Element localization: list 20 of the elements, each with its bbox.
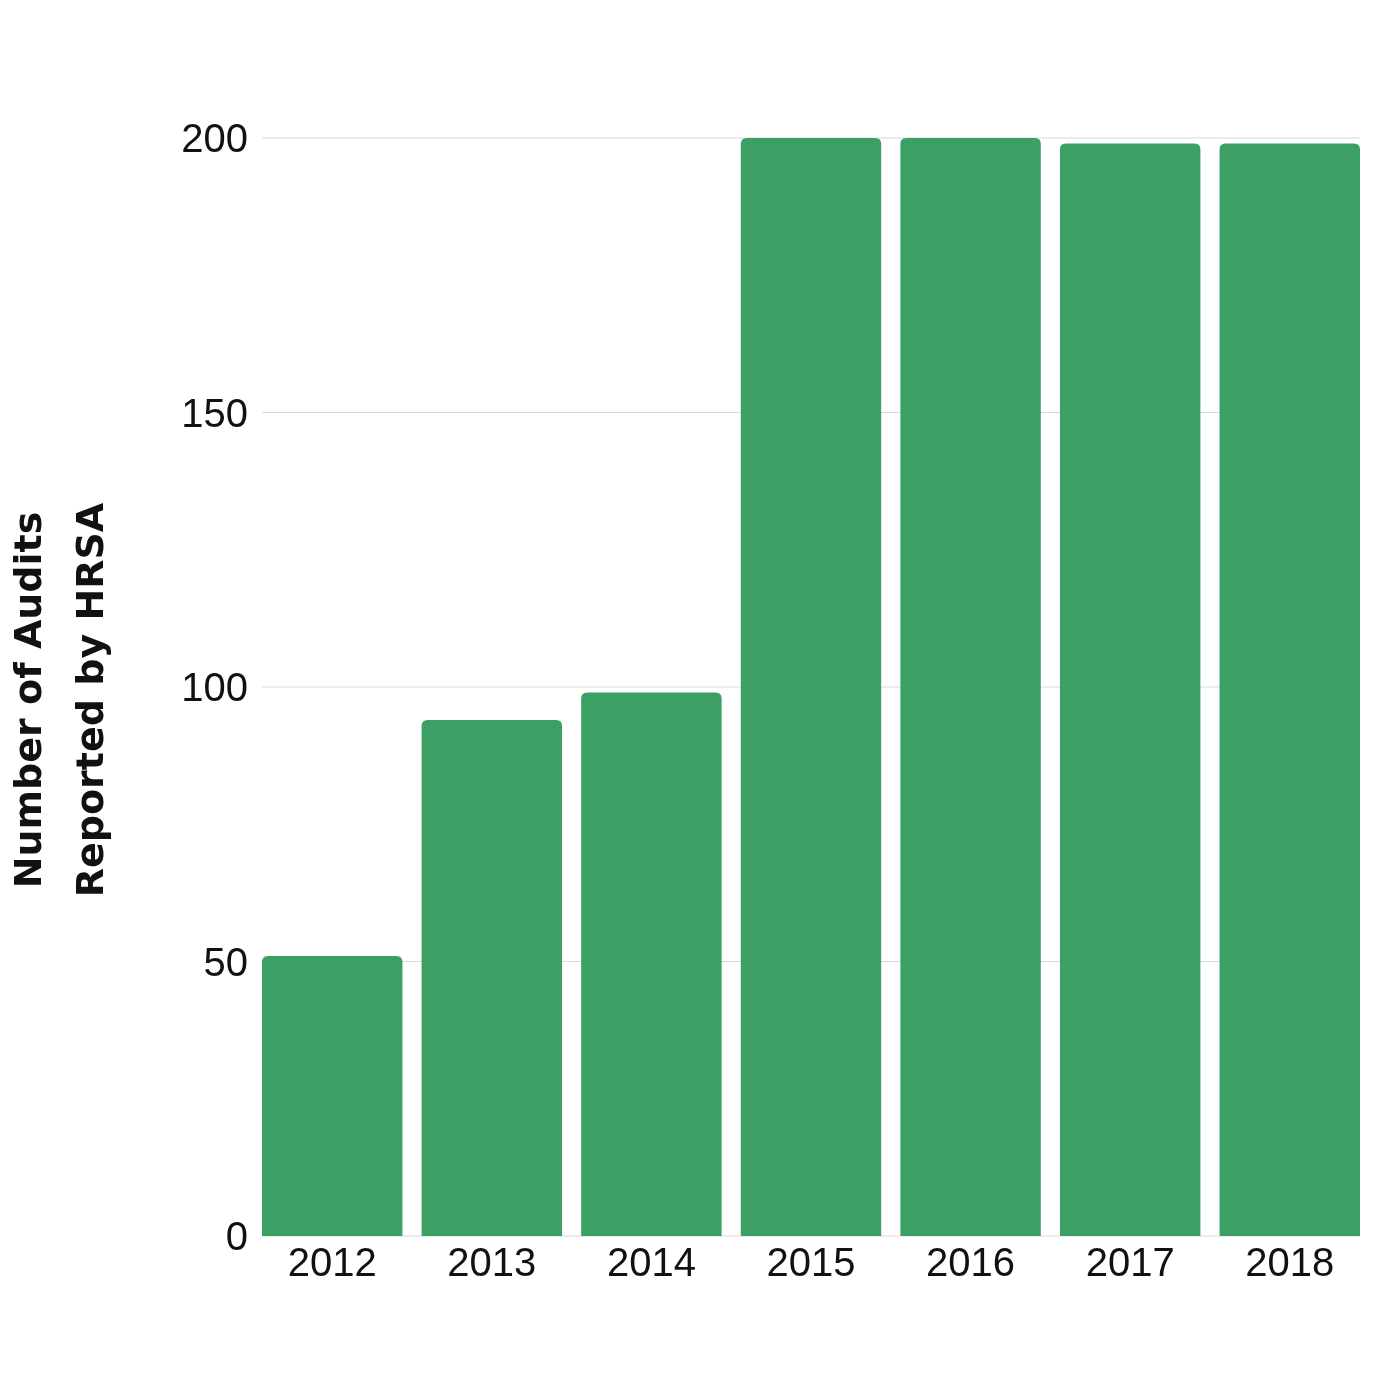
bar [1059, 143, 1201, 1236]
y-tick-label: 200 [181, 116, 248, 160]
bar [421, 719, 563, 1236]
y-tick-label: 100 [181, 665, 248, 709]
bar [740, 138, 882, 1236]
x-tick-label: 2012 [287, 1240, 377, 1284]
y-tick-label: 50 [203, 939, 248, 984]
bar [900, 138, 1041, 1236]
y-axis-title: Number of Audits Reported by HRSA [6, 502, 112, 898]
x-tick-label: 2014 [606, 1240, 696, 1284]
y-tick-label: 0 [225, 1214, 248, 1258]
x-tick-label: 2016 [926, 1240, 1016, 1284]
x-tick-label: 2018 [1245, 1240, 1335, 1284]
bar [1219, 143, 1360, 1236]
bar [262, 956, 403, 1236]
x-tick-label: 2017 [1085, 1240, 1175, 1284]
x-tick-label: 2015 [766, 1240, 856, 1284]
bar [581, 692, 722, 1236]
x-tick-label: 2013 [447, 1240, 537, 1284]
y-tick-label: 150 [181, 390, 248, 435]
